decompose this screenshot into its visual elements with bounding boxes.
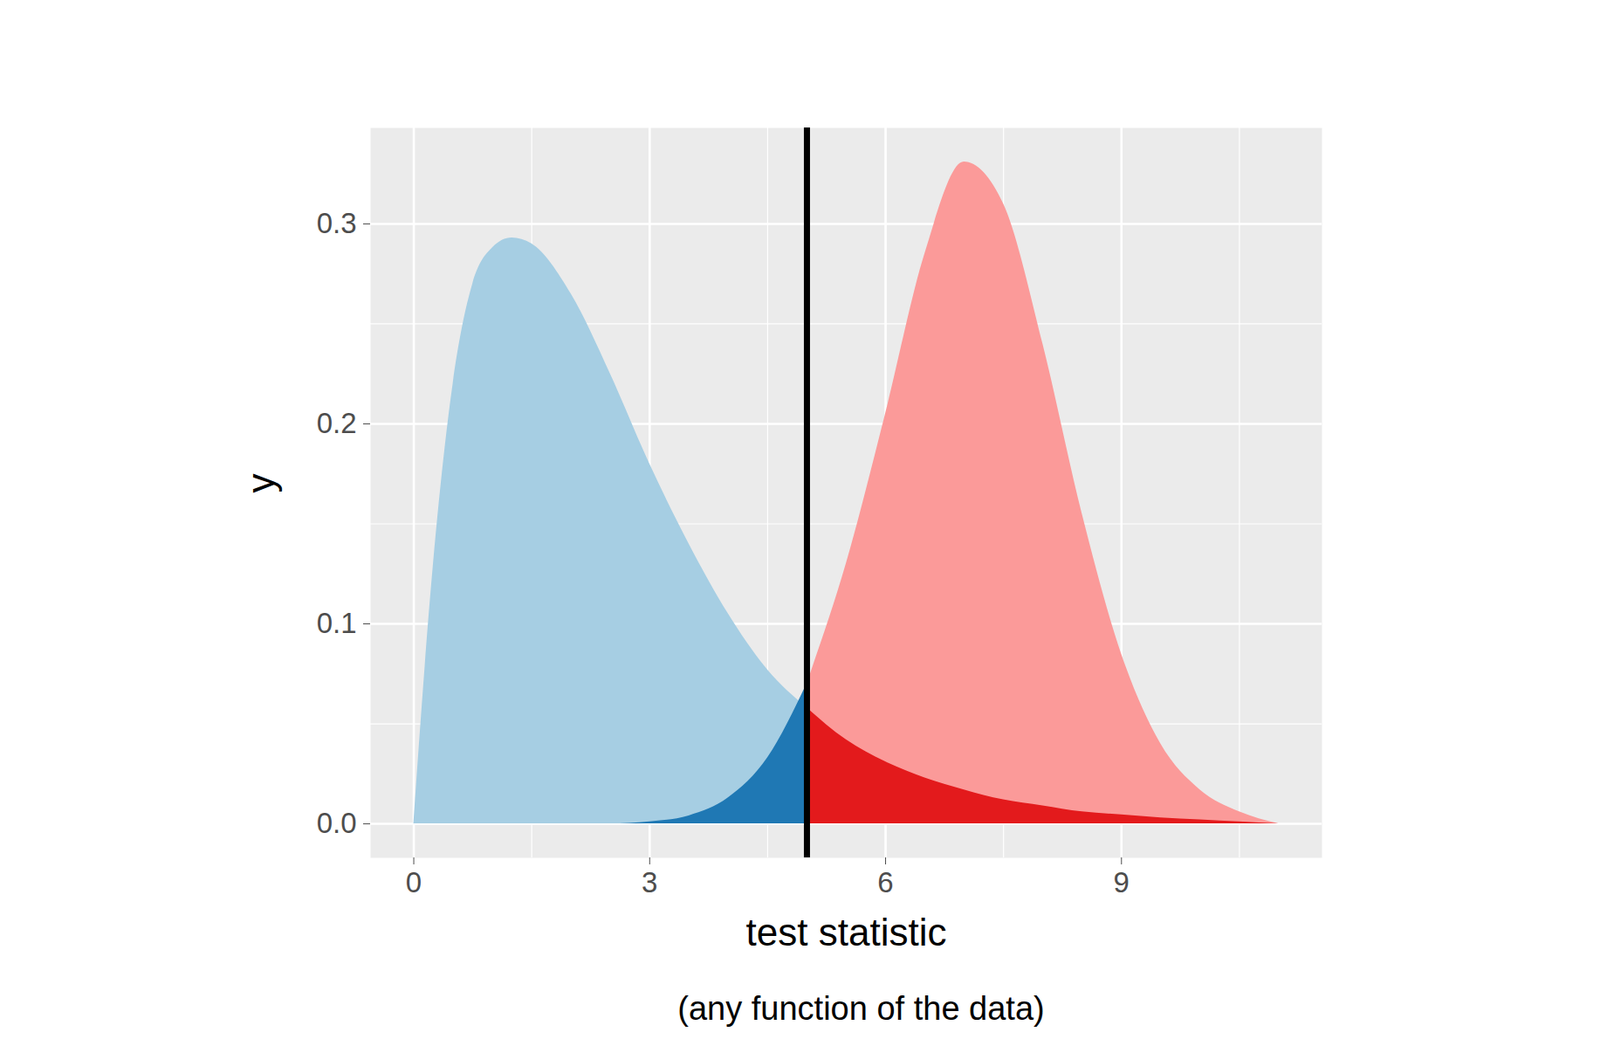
html-text:(any function of the data): (any function of the data) xyxy=(677,989,1045,1027)
svg-text:6: 6 xyxy=(877,865,893,899)
svg-text:0.3: 0.3 xyxy=(316,206,358,240)
svg-text:test statistic: test statistic xyxy=(746,910,948,954)
svg-text:3: 3 xyxy=(641,865,658,899)
svg-text:0.1: 0.1 xyxy=(316,606,358,639)
svg-text:9: 9 xyxy=(1113,865,1130,899)
svg-text:0.2: 0.2 xyxy=(316,406,358,440)
svg-text:0: 0 xyxy=(405,865,422,899)
svg-text:y: y xyxy=(239,473,282,494)
svg-text:0.0: 0.0 xyxy=(316,806,358,839)
